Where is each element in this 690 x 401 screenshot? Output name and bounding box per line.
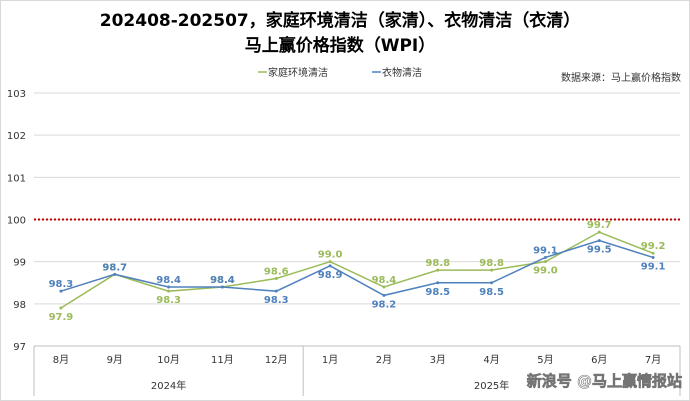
data-point bbox=[59, 306, 63, 310]
series-line-1 bbox=[60, 231, 654, 309]
data-point bbox=[328, 264, 332, 268]
data-label: 98.3 bbox=[264, 295, 289, 306]
data-point bbox=[59, 289, 63, 293]
data-label: 98.4 bbox=[156, 275, 181, 286]
series-group bbox=[59, 230, 655, 310]
data-label: 99.1 bbox=[533, 245, 558, 256]
data-label: 98.5 bbox=[425, 287, 450, 298]
chart-subtitle: 马上赢价格指数（WPI） bbox=[245, 35, 436, 56]
y-tick-label: 99 bbox=[13, 258, 26, 269]
data-label: 99.0 bbox=[318, 250, 343, 261]
data-point bbox=[436, 281, 440, 285]
data-label: 98.8 bbox=[425, 258, 450, 269]
x-tick-label: 11月 bbox=[211, 354, 234, 366]
x-tick-label: 5月 bbox=[537, 354, 553, 366]
x-tick-label: 6月 bbox=[591, 354, 607, 366]
y-tick-label: 103 bbox=[7, 89, 26, 100]
legend-label: 家庭环境清洁 bbox=[268, 66, 328, 79]
chart-title: 202408-202507，家庭环境清洁（家清）、衣物清洁（衣清） bbox=[100, 10, 581, 31]
watermark: 新浪号 @马上赢情报站 bbox=[527, 372, 682, 390]
x-tick-label: 2月 bbox=[376, 354, 392, 366]
data-point bbox=[382, 293, 386, 297]
y-tick-label: 101 bbox=[7, 173, 26, 184]
data-label: 98.5 bbox=[479, 287, 504, 298]
x-tick-label: 10月 bbox=[157, 354, 180, 366]
data-label: 99.7 bbox=[587, 220, 612, 231]
data-point bbox=[328, 260, 332, 264]
data-label: 98.7 bbox=[102, 262, 127, 273]
data-point bbox=[274, 289, 278, 293]
x-tick-label: 1月 bbox=[322, 354, 338, 366]
data-point bbox=[382, 285, 386, 289]
x-axis: 8月 9月 10月 11月 12月 1月 2月 3月 4月 5月 6月 7月 2024年 2025年 bbox=[33, 345, 681, 396]
data-label: 98.7 bbox=[102, 262, 127, 273]
data-point bbox=[543, 255, 547, 259]
x-tick-label: 9月 bbox=[107, 354, 123, 366]
data-label: 98.3 bbox=[156, 295, 181, 306]
series-line-2 bbox=[60, 239, 654, 297]
data-label: 98.3 bbox=[49, 279, 74, 290]
year-group-label: 2024年 bbox=[151, 379, 186, 392]
y-tick-label: 98 bbox=[13, 300, 26, 311]
x-tick-label: 12月 bbox=[265, 354, 288, 366]
x-tick-label: 8月 bbox=[53, 354, 69, 366]
data-source: 数据来源：马上赢价格指数 bbox=[561, 71, 681, 84]
data-point bbox=[597, 239, 601, 243]
data-label: 98.6 bbox=[264, 267, 289, 278]
data-point bbox=[167, 285, 171, 289]
data-point bbox=[597, 230, 601, 234]
y-tick-label: 100 bbox=[7, 216, 26, 227]
year-group-label: 2025年 bbox=[474, 379, 509, 392]
data-label: 99.0 bbox=[533, 266, 558, 277]
data-point bbox=[543, 260, 547, 264]
data-label: 99.5 bbox=[587, 245, 612, 256]
data-point bbox=[651, 255, 655, 259]
data-label: 98.8 bbox=[479, 258, 504, 269]
x-tick-label: 4月 bbox=[483, 354, 499, 366]
data-point bbox=[220, 285, 224, 289]
data-point bbox=[490, 281, 494, 285]
y-axis: 97 98 99 100 101 102 103 bbox=[7, 89, 26, 353]
data-label: 98.9 bbox=[318, 270, 343, 281]
legend-label: 衣物清洁 bbox=[382, 66, 422, 79]
data-label: 98.4 bbox=[372, 275, 397, 286]
data-label: 97.9 bbox=[49, 312, 74, 323]
data-labels: 97.998.398.798.798.398.4 98.498.498.698.3… bbox=[49, 220, 666, 323]
x-tick-label: 3月 bbox=[430, 354, 446, 366]
data-label: 98.4 bbox=[210, 275, 235, 286]
y-tick-label: 97 bbox=[13, 342, 26, 353]
y-tick-label: 102 bbox=[7, 131, 26, 142]
data-point bbox=[490, 268, 494, 272]
data-label: 98.2 bbox=[372, 299, 397, 310]
data-point bbox=[436, 268, 440, 272]
data-point bbox=[274, 277, 278, 281]
data-point bbox=[167, 289, 171, 293]
legend: 家庭环境清洁 衣物清洁 bbox=[258, 66, 422, 79]
data-point bbox=[651, 251, 655, 255]
data-label: 99.1 bbox=[641, 261, 666, 272]
data-point bbox=[113, 272, 117, 276]
x-tick-label: 7月 bbox=[645, 354, 661, 366]
data-label: 98.4 bbox=[210, 275, 235, 286]
data-label: 99.2 bbox=[641, 241, 666, 252]
